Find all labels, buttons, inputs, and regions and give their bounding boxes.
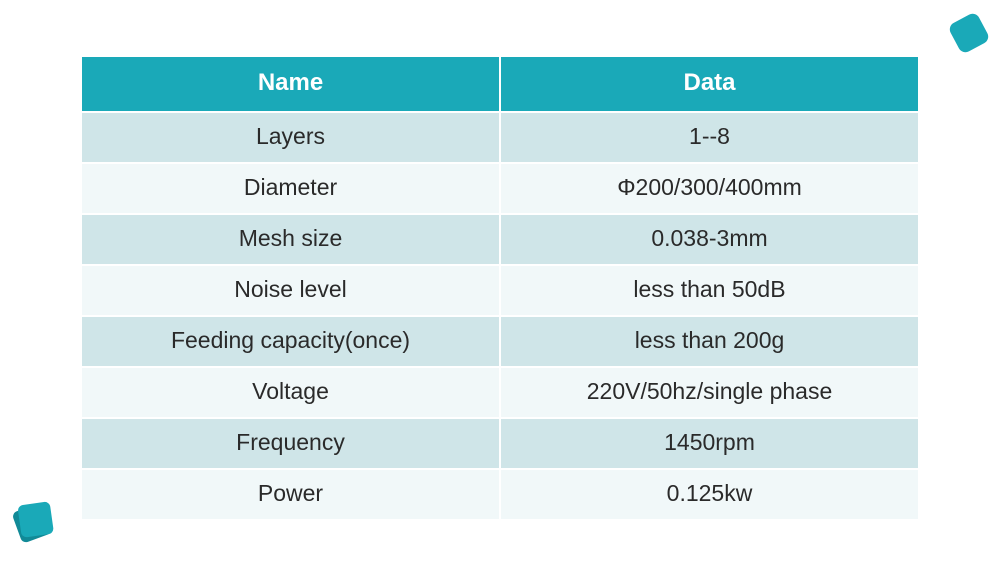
- cell-data: less than 200g: [501, 317, 918, 366]
- decorative-squares-bottom-left: [6, 491, 62, 547]
- cell-data: 0.125kw: [501, 470, 918, 519]
- table-body: Layers1--8DiameterΦ200/300/400mmMesh siz…: [82, 113, 918, 519]
- table-header-row: Name Data: [82, 57, 918, 111]
- cell-data: 0.038-3mm: [501, 215, 918, 264]
- cell-data: less than 50dB: [501, 266, 918, 315]
- spec-table-container: Name Data Layers1--8DiameterΦ200/300/400…: [80, 55, 920, 521]
- cell-data: 1450rpm: [501, 419, 918, 468]
- cell-data: 220V/50hz/single phase: [501, 368, 918, 417]
- table-row: Layers1--8: [82, 113, 918, 162]
- cell-name: Voltage: [82, 368, 499, 417]
- cell-name: Feeding capacity(once): [82, 317, 499, 366]
- cell-data: Φ200/300/400mm: [501, 164, 918, 213]
- cell-name: Frequency: [82, 419, 499, 468]
- table-row: Noise levelless than 50dB: [82, 266, 918, 315]
- decorative-diamond-top-right: [940, 4, 997, 61]
- cell-name: Layers: [82, 113, 499, 162]
- cell-data: 1--8: [501, 113, 918, 162]
- table-row: DiameterΦ200/300/400mm: [82, 164, 918, 213]
- cell-name: Mesh size: [82, 215, 499, 264]
- table-row: Voltage220V/50hz/single phase: [82, 368, 918, 417]
- col-header-data: Data: [501, 57, 918, 111]
- cell-name: Power: [82, 470, 499, 519]
- col-header-name: Name: [82, 57, 499, 111]
- table-row: Power0.125kw: [82, 470, 918, 519]
- table-row: Feeding capacity(once)less than 200g: [82, 317, 918, 366]
- spec-table: Name Data Layers1--8DiameterΦ200/300/400…: [80, 55, 920, 521]
- cell-name: Noise level: [82, 266, 499, 315]
- table-row: Frequency1450rpm: [82, 419, 918, 468]
- cell-name: Diameter: [82, 164, 499, 213]
- table-row: Mesh size0.038-3mm: [82, 215, 918, 264]
